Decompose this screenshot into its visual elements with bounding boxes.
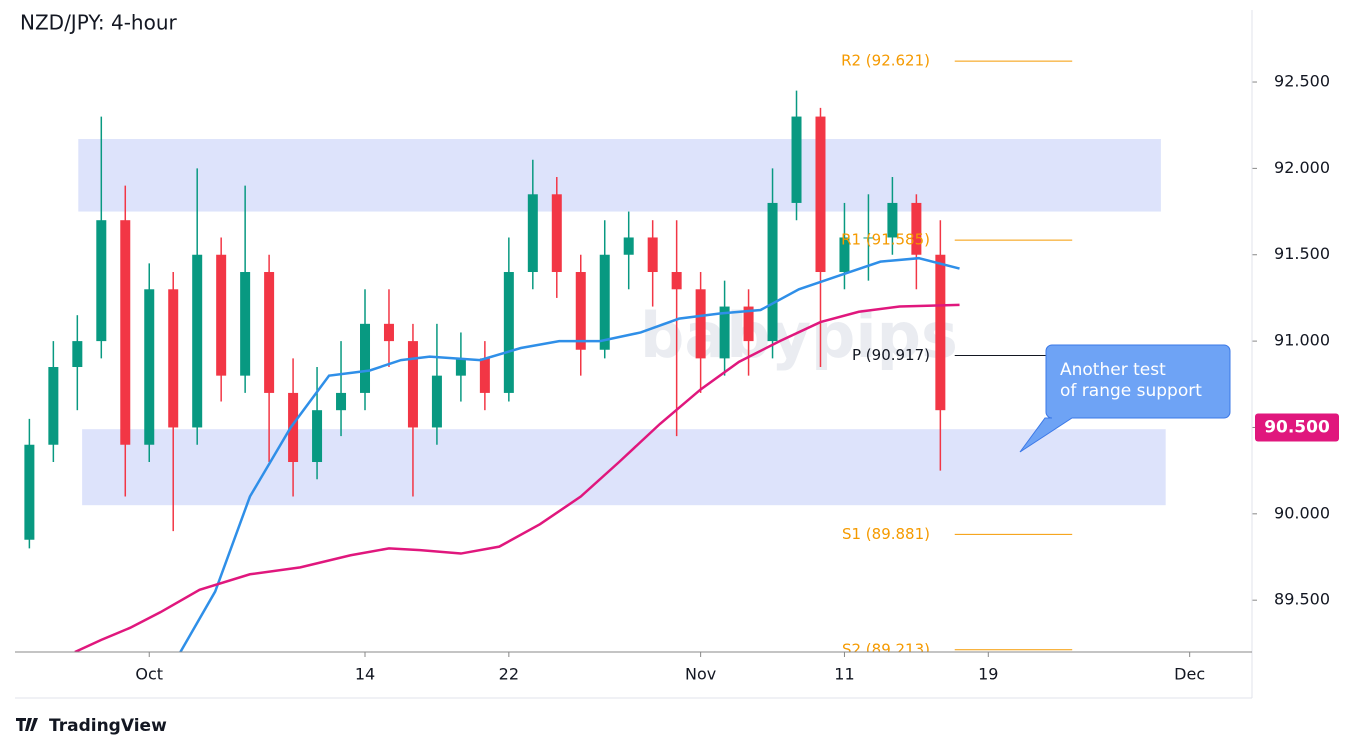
candle-body <box>360 323 371 393</box>
candle-body <box>767 202 778 342</box>
candle-body <box>791 116 802 203</box>
range-zone <box>82 429 1166 506</box>
candle-body <box>719 306 730 359</box>
x-tick-label: 19 <box>978 665 998 684</box>
candle-body <box>527 194 538 273</box>
y-tick-label: 89.500 <box>1274 590 1330 609</box>
x-tick-label: Oct <box>135 665 163 684</box>
y-tick-label: 92.000 <box>1274 158 1330 177</box>
callout-text: Another test <box>1060 360 1166 380</box>
candle-body <box>935 254 946 411</box>
candle-body <box>599 254 610 350</box>
y-tick-label: 90.000 <box>1274 503 1330 522</box>
x-tick-label: 11 <box>834 665 854 684</box>
chart-title: NZD/JPY: 4-hour <box>20 11 178 35</box>
moving-average <box>179 256 960 652</box>
candle-body <box>336 392 347 411</box>
candle-body <box>383 323 394 342</box>
candle-body <box>863 237 874 239</box>
candle-body <box>144 289 155 445</box>
candle-body <box>72 341 83 368</box>
x-tick-label: Nov <box>685 665 716 684</box>
x-tick-label: 14 <box>355 665 375 684</box>
pivot-label: P (90.917) <box>852 346 930 364</box>
candle-body <box>839 237 850 273</box>
candle-body <box>24 444 35 540</box>
candle-body <box>623 237 634 255</box>
candle-body <box>48 367 59 445</box>
candle-body <box>815 116 826 273</box>
x-tick-label: 22 <box>499 665 519 684</box>
logo: TradingView <box>16 716 167 736</box>
candle-body <box>240 272 251 376</box>
candle-body <box>288 392 299 463</box>
y-tick-label: 91.500 <box>1274 244 1330 263</box>
candle-body <box>695 289 706 359</box>
candle-body <box>503 272 514 393</box>
candle-body <box>671 272 682 290</box>
last-price-label: 90.500 <box>1264 417 1330 437</box>
callout-box <box>1019 344 1231 453</box>
overlay: 89.500 90.000 90.500 91.000 91.500 92.000 92.5… <box>135 72 1339 684</box>
candle-body <box>192 254 203 428</box>
candle-body <box>911 202 922 255</box>
pivot-label: R2 (92.621) <box>841 52 930 70</box>
candle-body <box>551 194 562 273</box>
moving-average <box>74 303 960 652</box>
plot-area: babypips R2 (92.621) R1 (91.585) P (90.917)… <box>24 52 1166 658</box>
candle-body <box>479 358 490 393</box>
last-price-tag <box>1255 413 1339 442</box>
candle-body <box>431 375 442 428</box>
candle-body <box>407 341 418 428</box>
pivot-label: S1 (89.881) <box>842 525 930 543</box>
candle-body <box>575 272 586 350</box>
watermark: babypips <box>640 299 958 372</box>
pivot-label: R1 (91.585) <box>841 231 930 249</box>
candle-body <box>96 220 107 342</box>
footer-brand: TradingView <box>49 716 167 736</box>
x-tick-label: Dec <box>1174 665 1205 684</box>
candle-body <box>264 272 275 393</box>
y-tick-label: 91.000 <box>1274 331 1330 350</box>
candle-body <box>168 289 179 428</box>
candle-body <box>887 202 898 238</box>
range-zone <box>78 139 1161 212</box>
candle-body <box>216 254 227 376</box>
candle-body <box>647 237 658 273</box>
candle-body <box>312 410 323 463</box>
y-tick-label: 92.500 <box>1274 72 1330 91</box>
candle-body <box>120 220 131 445</box>
candle-body <box>743 306 754 342</box>
callout-text: of range support <box>1060 381 1202 401</box>
pivot-label: S2 (89.213) <box>842 640 930 658</box>
candle-body <box>455 358 466 376</box>
